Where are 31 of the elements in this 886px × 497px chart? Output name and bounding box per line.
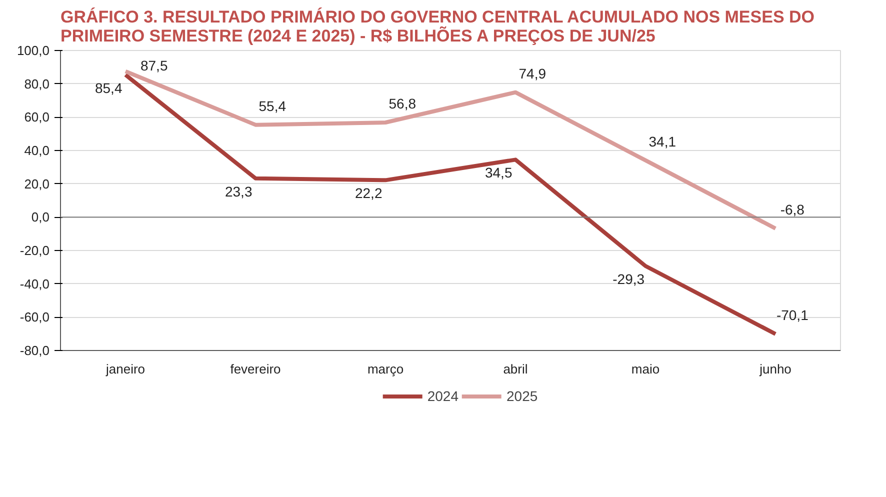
data-label: -70,1: [776, 307, 809, 323]
data-label: 22,2: [354, 185, 382, 202]
data-label: 74,9: [518, 65, 546, 82]
data-label: 87,5: [140, 57, 168, 74]
y-tick-label: 80,0: [24, 76, 50, 92]
y-tick-label: -80,0: [20, 343, 50, 358]
y-tick-label: 0,0: [31, 210, 50, 225]
y-tick-label: -60,0: [20, 310, 50, 325]
y-tick-label: 60,0: [24, 110, 50, 125]
y-tick-label: -20,0: [20, 243, 50, 258]
chart-title: GRÁFICO 3. RESULTADO PRIMÁRIO DO GOVERNO CENTRAL ACUMULADO NOS MESES DO PRIMEIRO SEMESTRE (2024 E 2025) - R$ BILHÕES A PREÇOS DE JUN/25: [60, 6, 815, 46]
data-label: -29,3: [612, 271, 645, 287]
x-tick-label: junho: [758, 362, 792, 376]
data-label: 23,3: [224, 183, 252, 200]
x-tick-label: maio: [631, 362, 660, 376]
data-label: 55,4: [258, 98, 286, 114]
data-label: 34,5: [484, 164, 512, 181]
data-label: 34,1: [648, 133, 676, 150]
x-tick-label: fevereiro: [230, 362, 281, 376]
data-label: 56,8: [388, 96, 416, 112]
data-label: 85,4: [94, 80, 122, 96]
legend-label: 2024: [427, 388, 458, 404]
y-tick-label: 40,0: [24, 143, 50, 158]
data-label: -6,8: [780, 202, 805, 218]
y-tick-label: -40,0: [20, 276, 50, 292]
y-tick-label: 100,0: [16, 43, 50, 58]
x-tick-label: março: [367, 362, 404, 376]
legend-label: 2025: [506, 388, 538, 404]
x-tick-label: janeiro: [104, 362, 146, 376]
x-tick-label: abril: [503, 362, 528, 376]
y-tick-label: 20,0: [24, 176, 50, 192]
